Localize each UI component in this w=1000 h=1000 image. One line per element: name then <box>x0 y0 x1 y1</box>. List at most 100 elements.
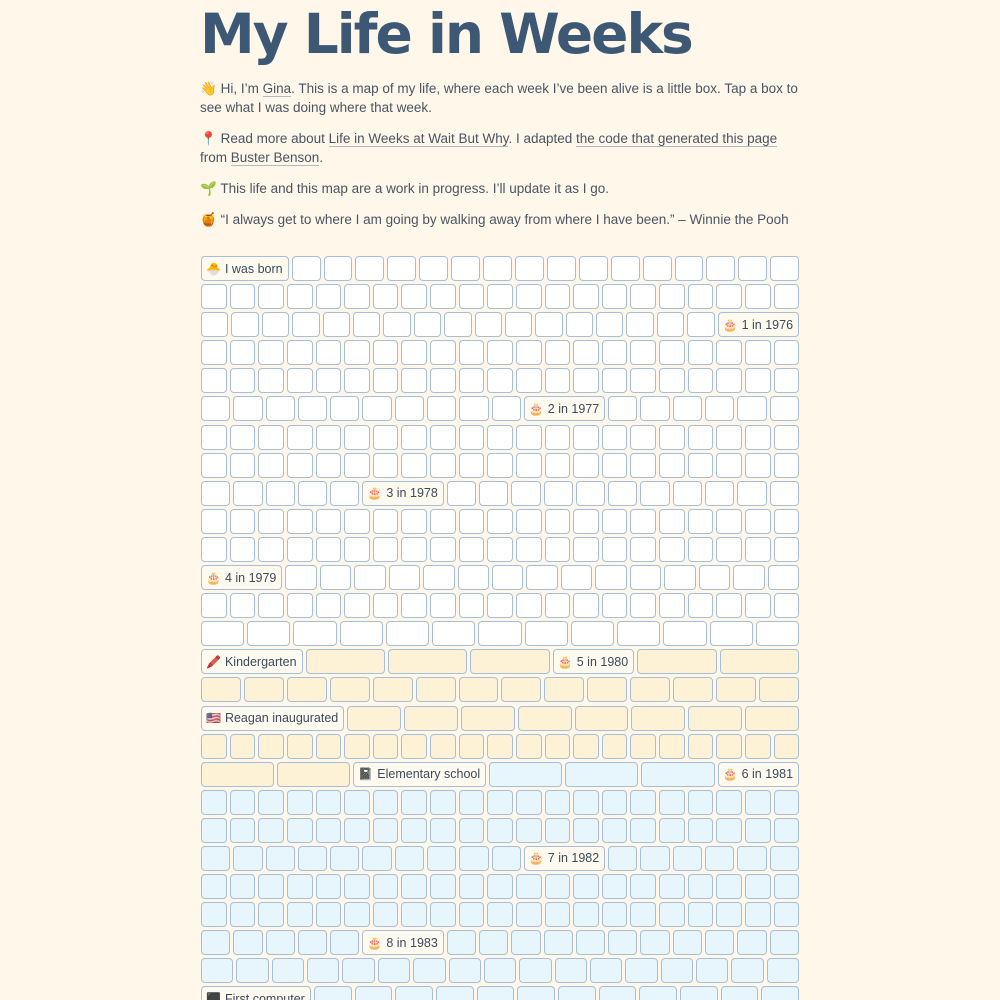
week-box[interactable] <box>430 452 456 478</box>
week-box[interactable] <box>458 677 499 703</box>
week-box[interactable] <box>487 284 513 310</box>
week-box[interactable] <box>458 368 485 394</box>
week-box[interactable] <box>544 508 571 534</box>
week-box[interactable] <box>487 536 513 562</box>
week-box[interactable] <box>458 452 485 478</box>
week-box[interactable] <box>608 845 638 871</box>
week-box[interactable] <box>426 845 457 871</box>
week-box[interactable] <box>687 789 714 815</box>
week-box[interactable] <box>388 565 421 591</box>
week-box[interactable] <box>344 452 370 478</box>
week-box[interactable] <box>362 396 392 422</box>
week-box[interactable] <box>515 536 542 562</box>
week-box[interactable] <box>573 789 599 815</box>
week-box[interactable] <box>470 649 550 675</box>
week-box[interactable] <box>544 536 571 562</box>
week-box[interactable] <box>362 845 392 871</box>
week-box[interactable] <box>458 874 485 900</box>
week-box[interactable] <box>233 845 263 871</box>
week-box[interactable] <box>474 312 502 338</box>
week-box[interactable] <box>201 452 227 478</box>
source-code-link[interactable]: the code that generated this page <box>576 131 778 147</box>
week-box[interactable] <box>315 508 342 534</box>
week-box[interactable] <box>423 565 455 591</box>
week-box[interactable] <box>687 733 714 759</box>
week-box[interactable] <box>459 396 489 422</box>
week-box[interactable] <box>313 986 352 1000</box>
week-box[interactable] <box>608 480 638 506</box>
week-box[interactable] <box>435 986 474 1000</box>
week-box[interactable] <box>587 677 628 703</box>
week-box[interactable] <box>515 593 542 619</box>
week-box[interactable] <box>229 593 256 619</box>
week-box[interactable] <box>286 452 313 478</box>
week-box[interactable] <box>709 621 753 647</box>
week-box[interactable] <box>515 733 542 759</box>
week-box[interactable] <box>544 424 571 450</box>
week-event-box[interactable]: ⬛ First computer <box>201 986 311 1000</box>
week-box[interactable] <box>565 312 594 338</box>
week-box[interactable] <box>546 256 576 281</box>
week-box[interactable] <box>487 789 513 815</box>
week-box[interactable] <box>344 733 370 759</box>
week-box[interactable] <box>458 817 485 843</box>
week-box[interactable] <box>330 930 360 956</box>
week-box[interactable] <box>265 396 295 422</box>
week-box[interactable] <box>297 396 328 422</box>
week-box[interactable] <box>744 536 771 562</box>
week-box[interactable] <box>716 677 756 703</box>
week-box[interactable] <box>258 424 284 450</box>
gina-link[interactable]: Gina <box>262 81 292 97</box>
week-box[interactable] <box>642 256 672 281</box>
week-box[interactable] <box>487 368 513 394</box>
week-box[interactable] <box>401 817 427 843</box>
week-box[interactable] <box>201 312 229 338</box>
week-box[interactable] <box>460 705 515 731</box>
week-box[interactable] <box>515 817 542 843</box>
week-box[interactable] <box>201 424 227 450</box>
week-box[interactable] <box>401 593 427 619</box>
week-box[interactable] <box>243 677 284 703</box>
week-box[interactable] <box>501 677 542 703</box>
week-box[interactable] <box>608 930 638 956</box>
week-box[interactable] <box>315 424 342 450</box>
week-box[interactable] <box>404 705 458 731</box>
week-box[interactable] <box>459 845 489 871</box>
week-box[interactable] <box>258 340 284 366</box>
week-box[interactable] <box>444 312 472 338</box>
week-box[interactable] <box>766 958 800 984</box>
week-box[interactable] <box>511 480 541 506</box>
week-box[interactable] <box>744 284 771 310</box>
week-box[interactable] <box>659 733 685 759</box>
week-box[interactable] <box>773 733 800 759</box>
week-box[interactable] <box>630 874 656 900</box>
week-box[interactable] <box>716 536 742 562</box>
week-box[interactable] <box>201 621 245 647</box>
week-box[interactable] <box>344 424 370 450</box>
week-box[interactable] <box>478 621 522 647</box>
week-box[interactable] <box>286 874 313 900</box>
week-box[interactable] <box>401 536 427 562</box>
week-box[interactable] <box>258 733 284 759</box>
week-box[interactable] <box>773 424 800 450</box>
week-box[interactable] <box>451 256 481 281</box>
week-box[interactable] <box>755 621 800 647</box>
week-box[interactable] <box>705 480 735 506</box>
week-box[interactable] <box>626 312 654 338</box>
week-box[interactable] <box>201 733 227 759</box>
week-box[interactable] <box>344 817 370 843</box>
week-box[interactable] <box>672 930 703 956</box>
week-box[interactable] <box>487 340 513 366</box>
week-box[interactable] <box>731 958 764 984</box>
week-event-box[interactable]: 🎂 1 in 1976 <box>717 312 800 338</box>
week-box[interactable] <box>229 424 256 450</box>
week-box[interactable] <box>229 508 256 534</box>
week-box[interactable] <box>401 284 427 310</box>
week-box[interactable] <box>573 424 599 450</box>
week-box[interactable] <box>487 733 513 759</box>
week-box[interactable] <box>630 424 656 450</box>
week-box[interactable] <box>769 480 799 506</box>
week-box[interactable] <box>344 536 370 562</box>
week-box[interactable] <box>430 340 456 366</box>
week-box[interactable] <box>630 593 656 619</box>
